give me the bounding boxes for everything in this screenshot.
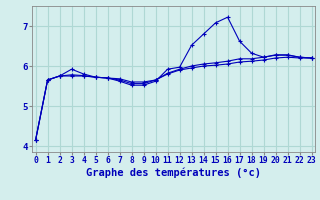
- X-axis label: Graphe des températures (°c): Graphe des températures (°c): [86, 168, 261, 178]
